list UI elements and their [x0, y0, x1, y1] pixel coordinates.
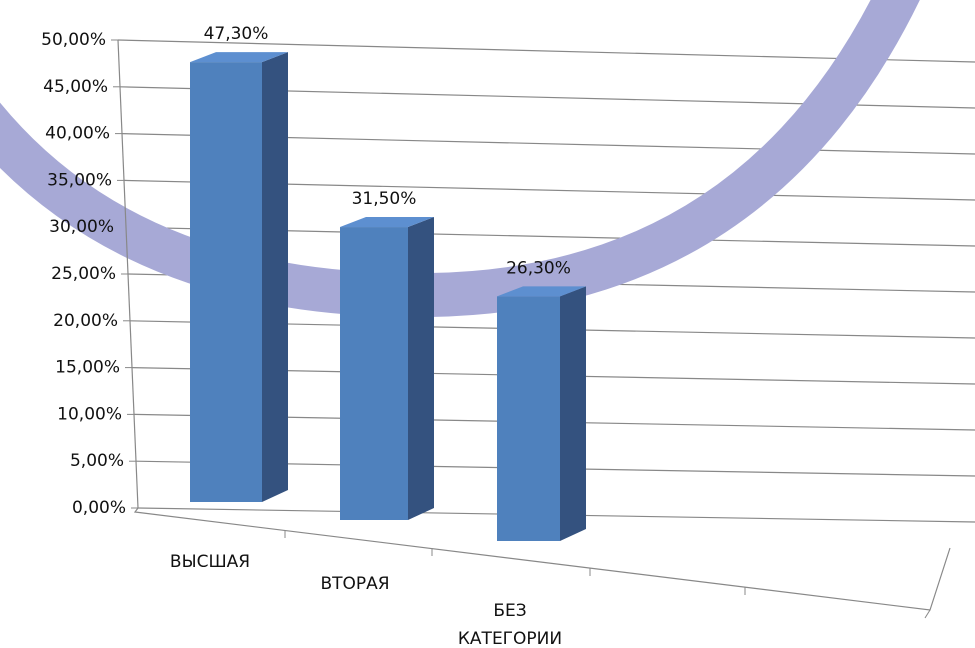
y-tick-label: 25,00%	[51, 264, 116, 284]
x-tick-label: ВТОРАЯ	[320, 574, 390, 594]
value-label: 31,50%	[352, 189, 417, 209]
x-tick-label: ВЫСШАЯ	[169, 552, 251, 572]
bars	[190, 52, 586, 541]
y-tick-label: 35,00%	[47, 170, 112, 190]
bar-side	[408, 217, 434, 521]
y-tick-label: 45,00%	[43, 77, 108, 97]
bar-top	[497, 286, 586, 297]
y-tick-label: 20,00%	[53, 311, 118, 331]
y-tick-label: 40,00%	[45, 124, 110, 144]
y-tick-label: 30,00%	[49, 217, 114, 237]
y-tick-label: 15,00%	[55, 358, 120, 378]
bar	[497, 296, 560, 541]
bar	[190, 62, 262, 503]
bar	[340, 227, 408, 521]
y-tick-label: 10,00%	[57, 404, 122, 424]
x-tick-label: БЕЗ КАТЕГОРИИ	[457, 601, 563, 648]
bar-top	[190, 52, 288, 63]
y-tick-label: 5,00%	[70, 451, 124, 471]
decorative-arc	[0, 0, 920, 318]
bar-side	[262, 52, 288, 503]
y-axis	[117, 39, 139, 509]
y-tick-label: 0,00%	[72, 498, 126, 518]
bar-top	[340, 217, 434, 228]
grid-line	[117, 39, 975, 63]
bar-side	[560, 286, 586, 541]
value-label: 26,30%	[506, 258, 571, 278]
y-tick-label: 50,00%	[41, 30, 106, 50]
floor	[133, 507, 951, 619]
value-label: 47,30%	[204, 24, 269, 44]
